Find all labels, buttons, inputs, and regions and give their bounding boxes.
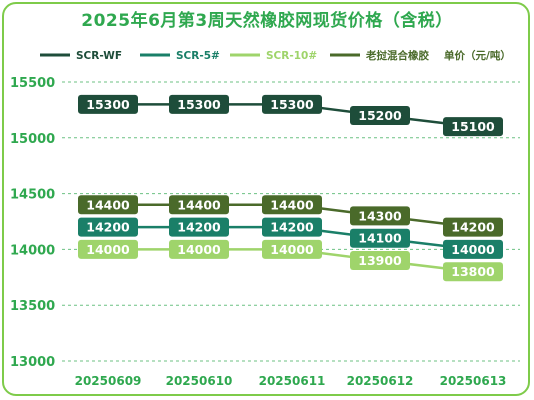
data-label: 14300 [358,208,402,223]
data-label-box [78,94,138,114]
data-label-box [169,195,229,215]
x-tick-label: 20250613 [440,374,507,388]
data-label: 14000 [177,242,221,257]
legend-entry: SCR-WF [76,50,122,62]
data-label: 13800 [451,264,495,279]
data-label-box [262,94,322,114]
data-label: 15300 [270,97,314,112]
data-label-box [169,217,229,237]
x-tick-label: 20250610 [166,374,233,388]
data-label-box [350,228,410,248]
data-label: 14200 [451,220,495,235]
data-label-box [78,195,138,215]
data-label: 15100 [451,119,495,134]
data-label-box [78,217,138,237]
data-label: 14200 [177,220,221,235]
data-label-box [262,239,322,259]
data-label: 14400 [177,197,221,212]
x-tick-label: 20250609 [75,374,142,388]
data-label-box [443,117,503,137]
data-label: 14000 [270,242,314,257]
legend-note: 单价（元/吨） [444,49,511,62]
x-tick-label: 20250612 [347,374,414,388]
x-tick-label: 20250611 [259,374,326,388]
legend-entry: SCR-5# [176,50,220,62]
data-label-box [169,94,229,114]
data-label-box [78,239,138,259]
data-label-box [169,239,229,259]
y-tick-label: 15000 [10,132,55,147]
data-label: 14000 [451,242,495,257]
data-label: 15300 [86,97,130,112]
y-tick-label: 13500 [10,299,55,314]
y-tick-label: 15500 [10,76,55,91]
data-label: 15200 [358,108,402,123]
y-tick-label: 14000 [10,243,55,258]
data-label: 14400 [86,197,130,212]
legend-entry: 老挝混合橡胶 [365,49,429,62]
data-label: 14200 [270,220,314,235]
legend-entry: SCR-10# [266,50,317,62]
data-label-box [350,206,410,226]
data-label: 14000 [86,242,130,257]
data-label-box [350,105,410,125]
data-label-box [443,217,503,237]
data-label-box [350,251,410,271]
y-tick-label: 13000 [10,355,55,370]
data-label: 13900 [358,253,402,268]
data-label: 14200 [86,220,130,235]
data-label-box [262,195,322,215]
data-label-box [262,217,322,237]
y-tick-label: 14500 [10,188,55,203]
data-label: 14400 [270,197,314,212]
chart-title: 2025年6月第3周天然橡胶网现货价格（含税） [81,11,453,31]
data-label: 14100 [358,231,402,246]
data-label-box [443,262,503,282]
data-label: 15300 [177,97,221,112]
data-label-box [443,239,503,259]
